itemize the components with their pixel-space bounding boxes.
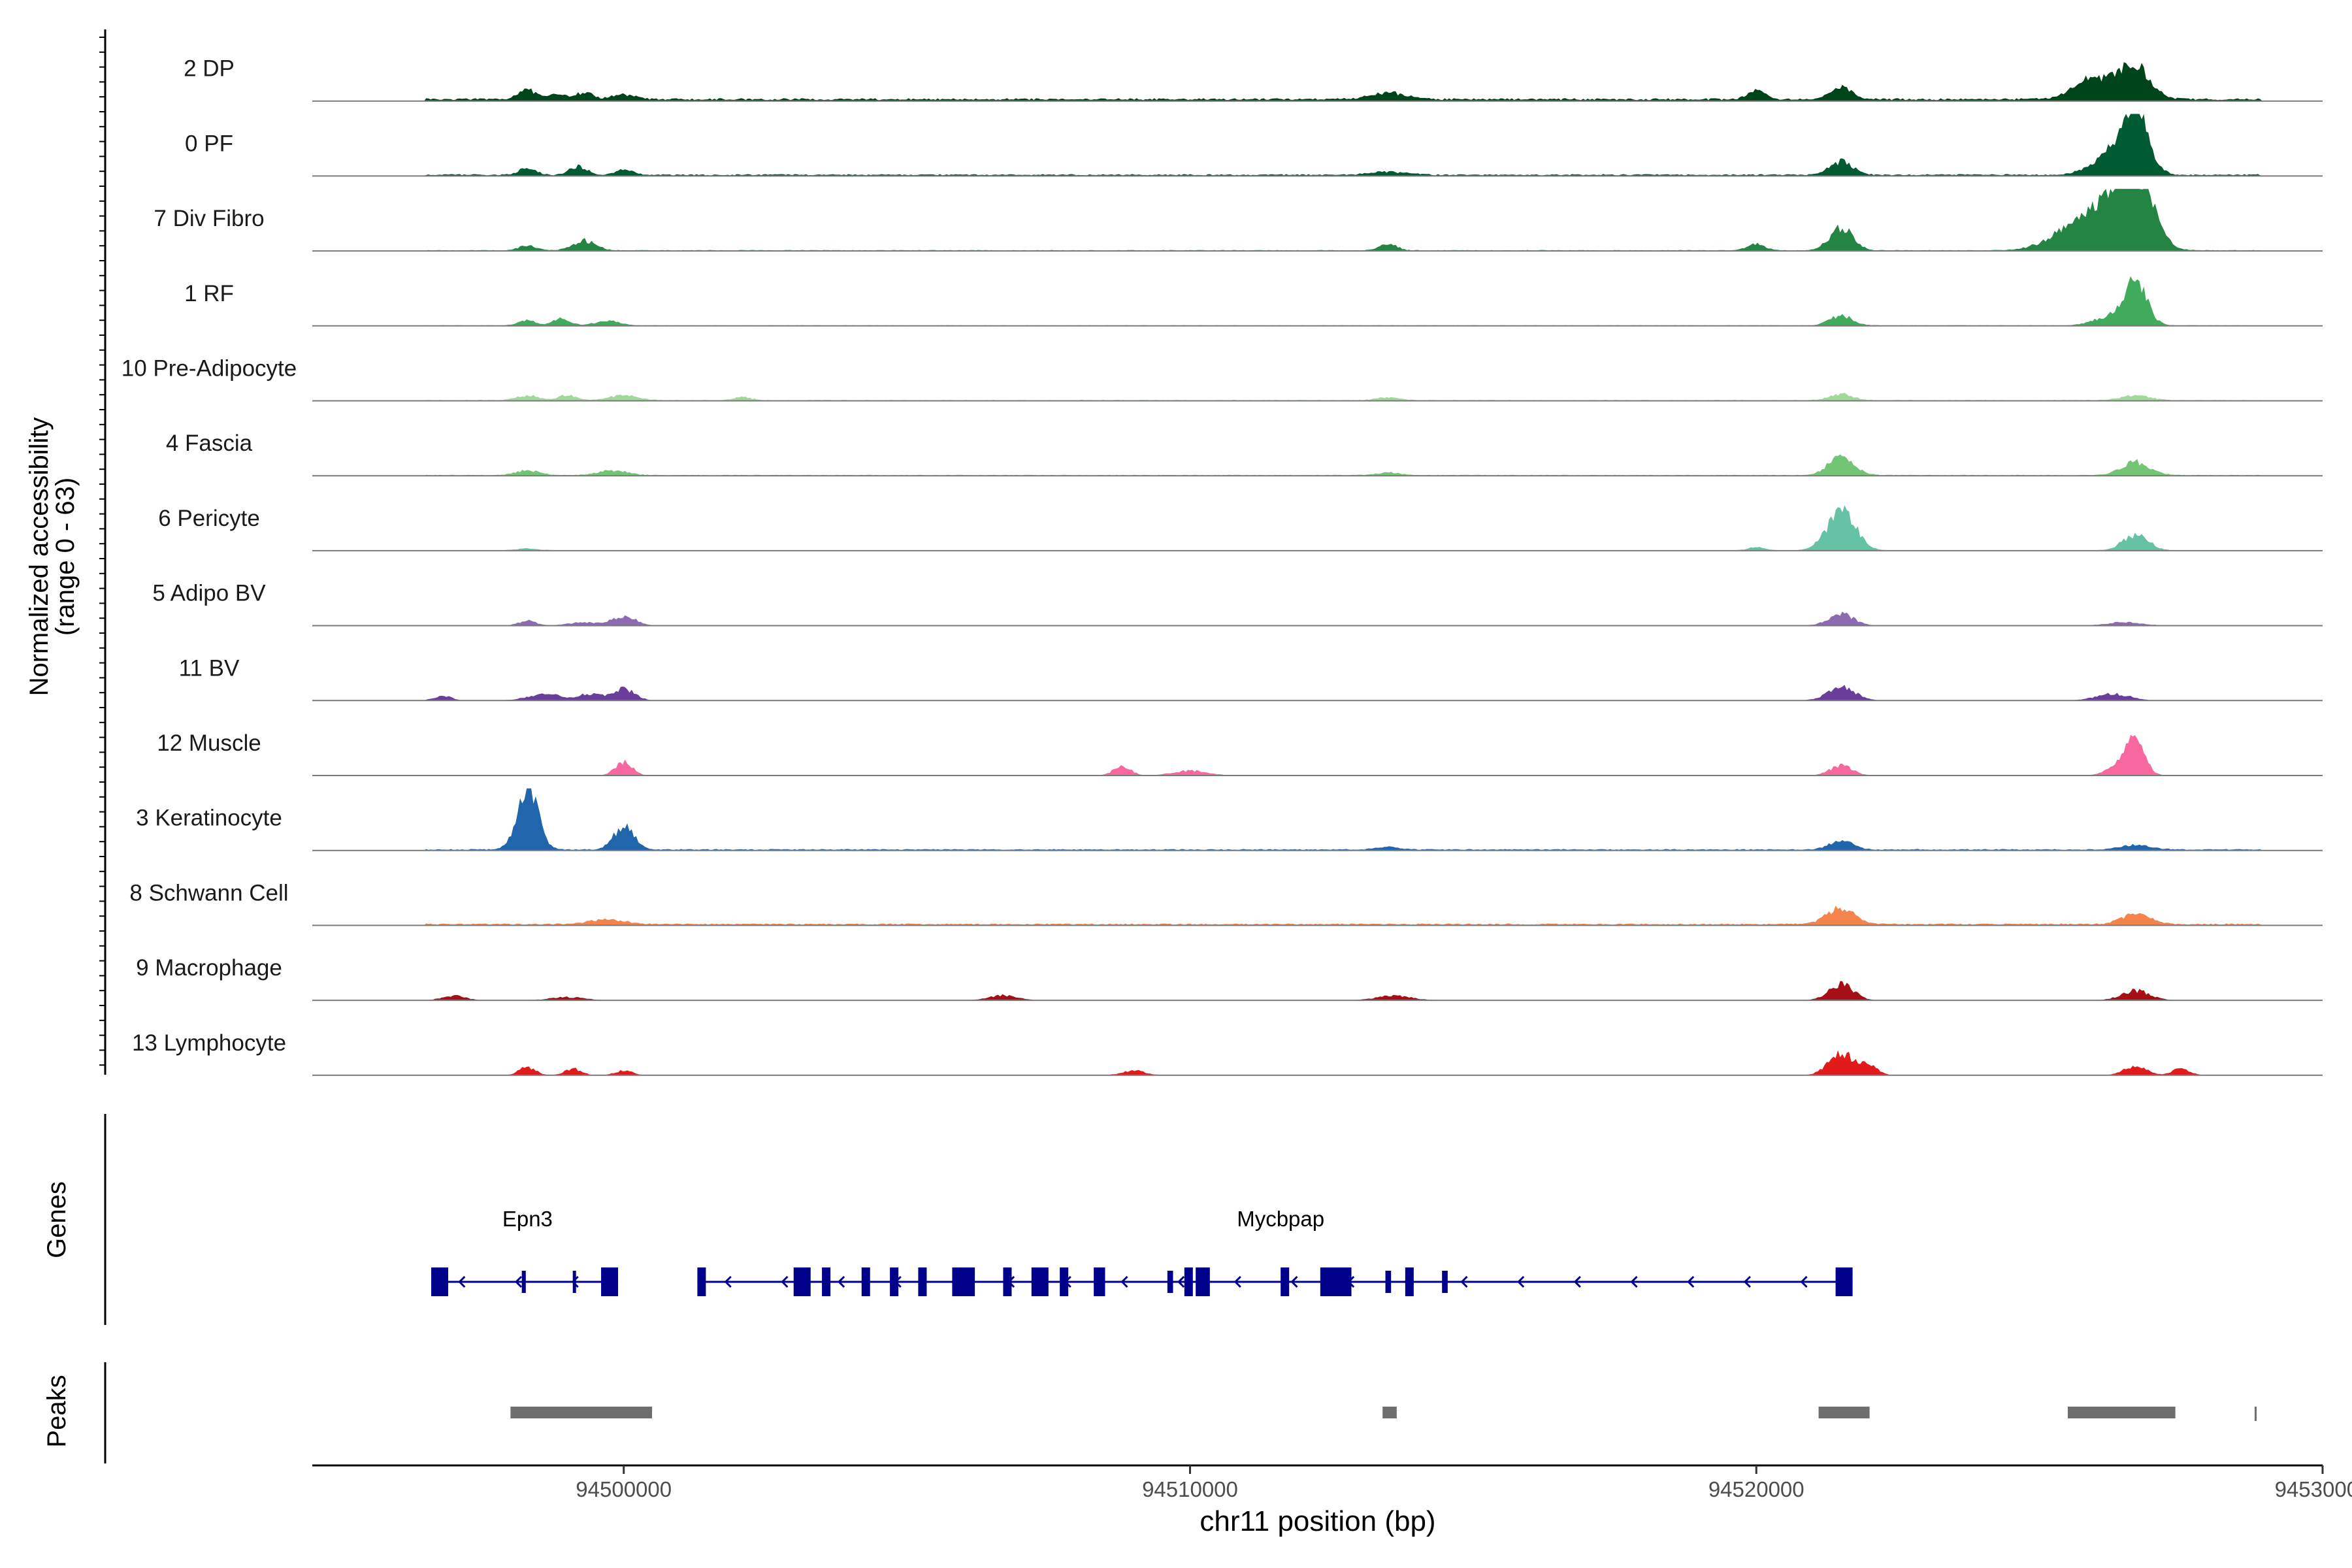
strand-arrow (1573, 1275, 1581, 1288)
track-label: 1 RF (184, 281, 234, 306)
x-tick-label: 94520000 (1708, 1477, 1805, 1501)
coverage-area (312, 906, 2323, 926)
gene-exon (918, 1267, 927, 1296)
coverage-area (312, 393, 2323, 401)
gene-exon (1281, 1267, 1290, 1296)
gene-exon (1094, 1267, 1105, 1296)
strand-arrow (837, 1275, 845, 1288)
track-label: 7 Div Fibro (154, 206, 264, 231)
gene-exon (1196, 1267, 1210, 1296)
gene-exon (1320, 1267, 1352, 1296)
gene-exon (1835, 1267, 1853, 1296)
peak-region (1818, 1407, 1870, 1418)
strand-arrow (1460, 1275, 1468, 1288)
coverage-area (312, 685, 2323, 701)
coverage-area (312, 734, 2323, 776)
gene-exon (431, 1267, 449, 1296)
strand-arrow (1800, 1275, 1808, 1288)
gene-exon (1442, 1271, 1448, 1293)
coverage-area (312, 276, 2323, 326)
peaks-panel-label: Peaks (42, 1375, 71, 1447)
coverage-area (312, 454, 2323, 476)
gene-exon (793, 1267, 811, 1296)
x-tick-label: 94500000 (576, 1477, 672, 1501)
gene-label: Epn3 (502, 1207, 553, 1231)
x-tick-label: 94510000 (1142, 1477, 1238, 1501)
coverage-area (312, 189, 2323, 252)
strand-arrow (781, 1275, 789, 1288)
gene-exon (697, 1267, 706, 1296)
coverage-area (312, 62, 2323, 101)
track-labels: 2 DP 0 PF 7 Div Fibro 1 RF 10 Pre-Adipocyte 4… (122, 56, 297, 1056)
coverage-area (312, 1050, 2323, 1075)
gene-exon (1167, 1271, 1173, 1293)
gene-exon (572, 1271, 576, 1293)
coverage-area (312, 505, 2323, 551)
y-axis-label-line2: (range 0 - 63) (51, 478, 80, 636)
y-axis (99, 29, 106, 1075)
track-label: 8 Schwann Cell (129, 880, 288, 906)
strand-arrow (1687, 1275, 1695, 1288)
strand-arrow (1233, 1275, 1241, 1288)
strand-arrow (1517, 1275, 1525, 1288)
coverage-area (312, 788, 2323, 851)
gene-exon (1385, 1271, 1392, 1293)
strand-arrow (1630, 1275, 1638, 1288)
peak-panel (104, 1362, 2257, 1463)
peak-region (1382, 1407, 1397, 1418)
coverage-tracks (312, 62, 2323, 1076)
strand-arrow (1120, 1275, 1128, 1288)
peak-region (2254, 1407, 2257, 1421)
gene-exon (521, 1271, 526, 1293)
genes-panel-label: Genes (42, 1181, 71, 1258)
track-label: 0 PF (185, 131, 233, 156)
strand-arrow (514, 1275, 523, 1288)
track-label: 11 BV (179, 655, 240, 681)
track-label: 6 Pericyte (158, 506, 260, 531)
strand-arrow (1290, 1275, 1298, 1288)
gene-exon (952, 1267, 975, 1296)
gene-exon (1031, 1267, 1049, 1296)
x-tick-label: 94530000 (2275, 1477, 2352, 1501)
coverage-area (312, 612, 2323, 626)
gene-exon (861, 1267, 870, 1296)
track-label: 12 Muscle (157, 730, 261, 756)
strand-arrow (724, 1275, 732, 1288)
coverage-area (312, 114, 2323, 176)
gene-label: Mycbpap (1237, 1207, 1324, 1231)
track-label: 13 Lymphocyte (132, 1030, 286, 1056)
coverage-area (312, 981, 2323, 1001)
gene-exon (1405, 1267, 1414, 1296)
gene-exon (890, 1267, 899, 1296)
strand-arrow (1743, 1275, 1751, 1288)
track-label: 4 Fascia (166, 431, 253, 456)
peak-region (2067, 1407, 2176, 1418)
track-label: 10 Pre-Adipocyte (122, 356, 297, 382)
track-label: 9 Macrophage (136, 955, 282, 981)
peak-region (510, 1407, 653, 1418)
x-axis: 94500000 94510000 94520000 94530000 (312, 1464, 2352, 1501)
gene-exon (1060, 1267, 1069, 1296)
x-axis-label: chr11 position (bp) (1200, 1505, 1435, 1537)
strand-arrow (458, 1275, 466, 1288)
strand-arrow (1177, 1275, 1185, 1288)
track-label: 2 DP (184, 56, 235, 82)
gene-panel: Epn3 Mycbpap (104, 1114, 1853, 1325)
track-label: 3 Keratinocyte (136, 806, 282, 831)
gene-exon (601, 1267, 619, 1296)
track-label: 5 Adipo BV (152, 581, 266, 606)
gene-exon (1184, 1267, 1193, 1296)
gene-exon (1003, 1267, 1012, 1296)
y-axis-label-line1: Normalized accessibility (25, 417, 54, 696)
gene-exon (822, 1267, 831, 1296)
